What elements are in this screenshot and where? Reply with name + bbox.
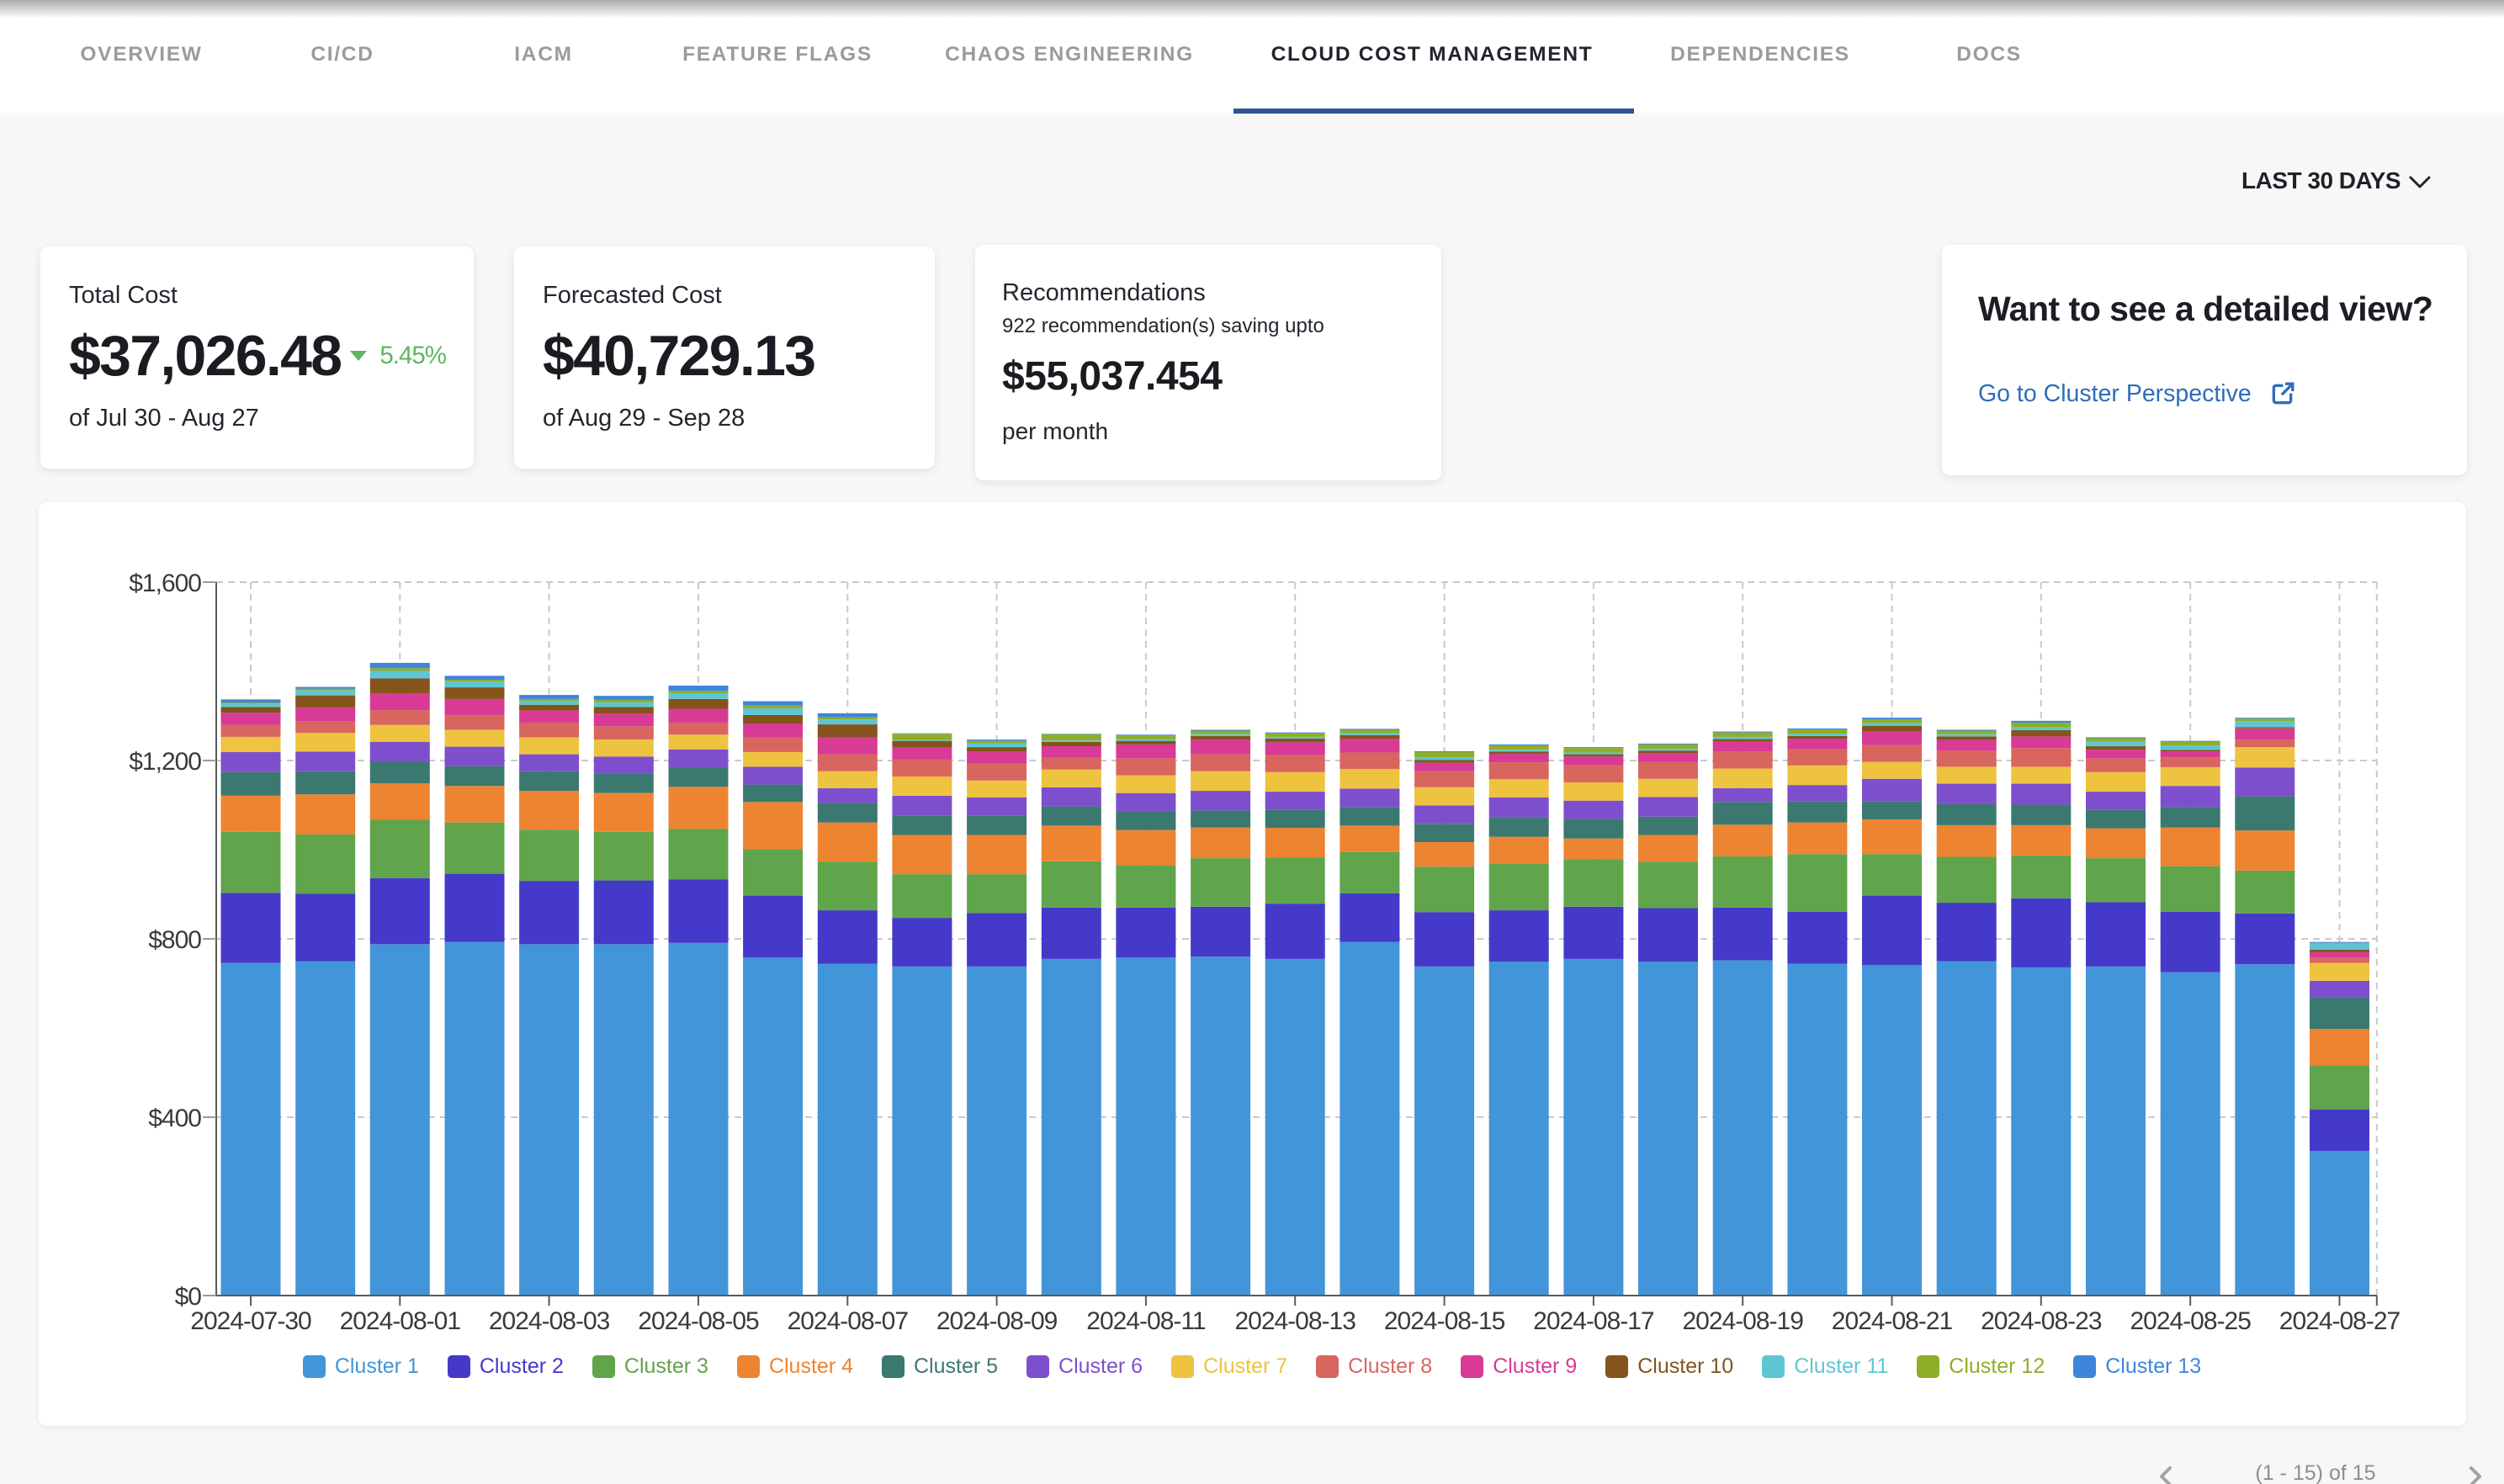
svg-text:2024-08-03: 2024-08-03 xyxy=(489,1307,610,1335)
svg-text:2024-08-15: 2024-08-15 xyxy=(1384,1307,1505,1335)
svg-text:$0: $0 xyxy=(175,1283,202,1311)
svg-text:2024-08-19: 2024-08-19 xyxy=(1682,1307,1803,1335)
svg-text:2024-08-17: 2024-08-17 xyxy=(1533,1307,1654,1335)
svg-text:$800: $800 xyxy=(148,926,201,954)
svg-text:2024-08-21: 2024-08-21 xyxy=(1832,1307,1953,1335)
svg-text:2024-08-13: 2024-08-13 xyxy=(1234,1307,1355,1335)
svg-text:2024-08-01: 2024-08-01 xyxy=(340,1307,461,1335)
svg-text:2024-08-05: 2024-08-05 xyxy=(638,1307,759,1335)
svg-text:2024-08-23: 2024-08-23 xyxy=(1981,1307,2102,1335)
svg-text:$400: $400 xyxy=(148,1105,201,1132)
svg-text:2024-07-30: 2024-07-30 xyxy=(190,1307,311,1335)
svg-text:2024-08-11: 2024-08-11 xyxy=(1086,1307,1206,1335)
svg-text:2024-08-25: 2024-08-25 xyxy=(2130,1307,2251,1335)
svg-text:$1,600: $1,600 xyxy=(129,570,201,597)
svg-text:2024-08-27: 2024-08-27 xyxy=(2279,1307,2401,1335)
svg-text:2024-08-09: 2024-08-09 xyxy=(936,1307,1058,1335)
svg-text:2024-08-07: 2024-08-07 xyxy=(788,1307,909,1335)
svg-text:$1,200: $1,200 xyxy=(129,748,201,776)
